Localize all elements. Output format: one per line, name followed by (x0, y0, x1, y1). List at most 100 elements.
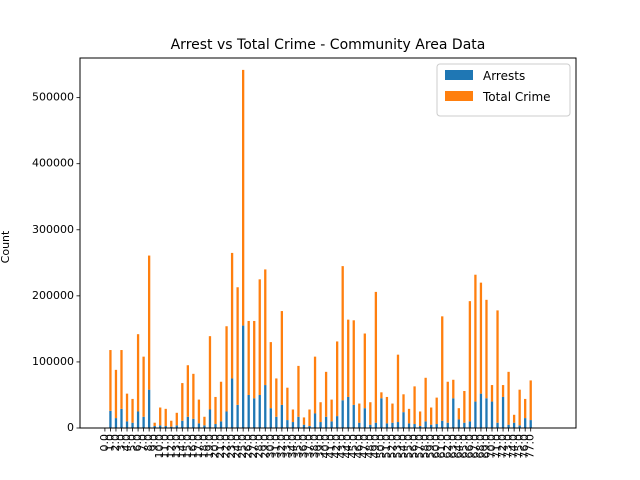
bar-arrests-12.0 (170, 426, 173, 428)
x-tick-label: 2.0 (109, 434, 122, 452)
bar-arrests-1.0 (109, 410, 112, 428)
bar-arrests-22.0 (225, 411, 228, 428)
x-tick-label: 18.0 (197, 434, 210, 459)
legend-swatch-arrests (445, 70, 473, 80)
bar-arrests-38.0 (313, 413, 317, 428)
bar-arrests-47.0 (363, 408, 366, 428)
bar-arrests-18.0 (203, 425, 206, 428)
x-tick-label: 13.0 (170, 434, 183, 459)
bar-total-crime-63.0 (452, 379, 455, 399)
x-tick-label: 33.0 (280, 434, 293, 459)
bar-arrests-13.0 (175, 425, 178, 428)
bar-arrests-48.0 (369, 424, 372, 428)
bar-total-crime-33.0 (286, 387, 289, 421)
bar-arrests-20.0 (214, 424, 217, 428)
x-tick-label: 34.0 (286, 434, 299, 459)
bar-arrests-4.0 (125, 421, 129, 428)
bar-arrests-23.0 (230, 378, 234, 428)
bar-total-crime-36.0 (302, 417, 306, 425)
x-tick-label: 28.0 (253, 434, 266, 459)
x-tick-label: 73.0 (502, 434, 515, 459)
bar-total-crime-30.0 (269, 342, 272, 409)
bar-arrests-24.0 (236, 404, 239, 428)
bar-total-crime-31.0 (275, 378, 278, 417)
x-tick-label: 14.0 (175, 434, 188, 459)
bar-total-crime-38.0 (313, 356, 317, 414)
x-tick-label: 31.0 (269, 434, 282, 459)
y-tick-label: 200000 (32, 289, 74, 302)
bar-total-crime-37.0 (308, 409, 311, 427)
bar-total-crime-11.0 (164, 408, 167, 427)
bar-total-crime-26.0 (247, 320, 250, 395)
bar-total-crime-4.0 (125, 393, 129, 422)
bar-total-crime-25.0 (242, 69, 245, 326)
legend-label-arrests: Arrests (483, 69, 525, 83)
x-tick-label: 9.0 (148, 434, 161, 452)
bar-arrests-51.0 (385, 423, 389, 428)
x-tick-label: 16.0 (186, 434, 199, 459)
bar-total-crime-3.0 (120, 350, 123, 409)
bar-arrests-68.0 (479, 393, 483, 428)
x-tick-label: 24.0 (231, 434, 244, 459)
bar-total-crime-17.0 (197, 399, 201, 424)
legend-label-total-crime: Total Crime (482, 90, 551, 104)
bar-arrests-46.0 (358, 422, 361, 428)
bar-arrests-50.0 (380, 398, 383, 428)
x-tick-label: 53.0 (391, 434, 404, 459)
bar-total-crime-5.0 (131, 398, 134, 423)
x-tick-label: 0.0 (98, 434, 111, 452)
bars-group (109, 69, 532, 428)
bar-arrests-73.0 (507, 424, 510, 428)
bar-total-crime-19.0 (208, 336, 212, 410)
legend: Arrests Total Crime (436, 63, 571, 117)
bar-arrests-14.0 (181, 420, 184, 428)
x-tick-label: 26.0 (242, 434, 255, 459)
x-tick-label: 23.0 (225, 434, 238, 459)
bar-total-crime-56.0 (413, 386, 416, 425)
bar-arrests-11.0 (164, 426, 167, 428)
x-tick-label: 56.0 (408, 434, 421, 459)
bar-total-crime-15.0 (186, 365, 189, 417)
bar-arrests-70.0 (490, 401, 494, 428)
x-tick-label: 61.0 (435, 434, 448, 459)
bar-total-crime-65.0 (463, 391, 466, 423)
x-tick-label: 19.0 (203, 434, 216, 459)
x-tick-label: 66.0 (463, 434, 476, 459)
bar-arrests-71.0 (496, 422, 499, 428)
bar-total-crime-55.0 (407, 408, 411, 424)
x-tick-label: 47.0 (358, 434, 371, 459)
x-tick-label: 42.0 (330, 434, 343, 459)
y-tick-label: 400000 (32, 157, 74, 170)
x-tick-label: 62.0 (441, 434, 454, 459)
x-tick-label: 6.0 (131, 434, 144, 452)
bar-total-crime-59.0 (430, 407, 433, 425)
bar-arrests-36.0 (302, 424, 306, 428)
x-tick-label: 63.0 (446, 434, 459, 459)
bar-total-crime-27.0 (253, 320, 256, 399)
bar-arrests-9.0 (153, 426, 156, 428)
x-tick-label: 60.0 (430, 434, 443, 459)
bar-total-crime-77.0 (529, 380, 532, 421)
bar-arrests-17.0 (197, 423, 201, 428)
x-tick-label: 50.0 (374, 434, 387, 459)
x-tick-label: 59.0 (424, 434, 437, 459)
bar-total-crime-53.0 (396, 354, 400, 423)
bar-total-crime-42.0 (336, 341, 339, 417)
x-tick-label: 11.0 (159, 434, 172, 459)
x-tick-label: 27.0 (247, 434, 260, 459)
x-tick-label: 51.0 (380, 434, 393, 459)
bar-arrests-41.0 (330, 421, 333, 428)
x-tick-label: 25.0 (236, 434, 249, 459)
bar-total-crime-18.0 (203, 416, 206, 426)
bar-total-crime-28.0 (258, 279, 261, 395)
x-tick-label: 1.0 (103, 434, 116, 452)
x-tick-label: 64.0 (452, 434, 465, 459)
x-tick-label: 58.0 (419, 434, 432, 459)
bar-arrests-77.0 (529, 420, 532, 428)
x-tick-label: 71.0 (491, 434, 504, 459)
bar-arrests-67.0 (474, 401, 477, 428)
chart-title: Arrest vs Total Crime - Community Area D… (171, 37, 486, 53)
bar-arrests-57.0 (418, 426, 422, 428)
bar-arrests-45.0 (352, 404, 355, 428)
bar-arrests-60.0 (435, 424, 438, 428)
